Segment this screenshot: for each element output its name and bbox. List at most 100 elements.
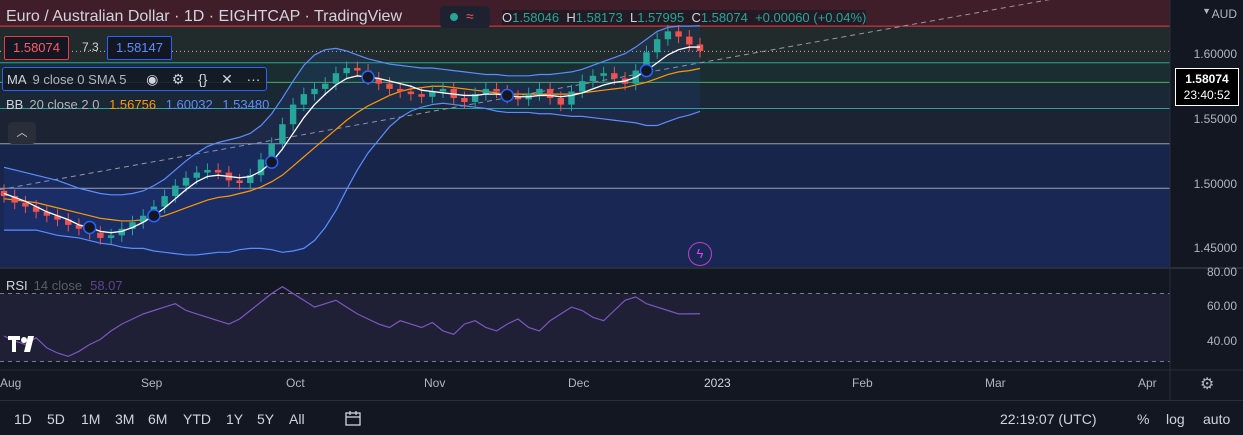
eye-icon[interactable]: ◉ [146,71,159,87]
candle-body [439,88,447,92]
candle-body [268,143,275,160]
bb-upper-value: 1.60032 [165,97,213,112]
candle-body [257,159,265,176]
candle-body [182,177,190,186]
candle-body [386,83,393,89]
candle-body [97,232,104,238]
candle-body [482,88,490,95]
candle-body [204,169,211,173]
percent-scale-button[interactable]: % [1137,411,1150,427]
candle-body [279,124,286,144]
candle-body [0,190,8,197]
braces-icon[interactable]: {} [198,71,208,87]
bb-basis-value: 1.56756 [109,97,157,112]
price-axis-label: 1.50000 [1193,177,1237,191]
calendar-range-icon[interactable] [344,409,362,430]
ma-name: MA [7,72,27,87]
candle-body [43,211,51,216]
currency-label[interactable]: AUD [1211,7,1237,21]
ma-cross-marker [639,63,654,78]
ohlc-legend: O1.58046 H1.58173 L1.57995 C1.58074 +0.0… [502,10,867,25]
candle-body [247,175,254,184]
chevron-up-icon: ︿ [16,127,28,139]
range-ytd-button[interactable]: YTD [183,411,211,427]
ohlc-open: 1.58046 [512,10,560,25]
time-axis-label: Oct [286,376,305,390]
range-1y-button[interactable]: 1Y [226,411,244,427]
more-icon[interactable]: ··· [246,71,261,87]
candle-body [139,215,147,223]
price-zone [0,143,1170,189]
time-axis-label: Feb [852,376,873,390]
candle-body [600,73,607,76]
ma-cross-marker [147,208,161,223]
candle-body [643,52,650,71]
candle-body [579,81,586,92]
range-5y-button[interactable]: 5Y [257,411,275,427]
candle-body [11,196,18,203]
lightning-icon[interactable]: ϟ [688,242,712,266]
log-scale-button[interactable]: log [1166,411,1185,427]
buy-button[interactable]: 1.58147 [107,36,172,60]
candle-body [161,196,168,207]
auto-scale-button[interactable]: auto [1203,411,1231,427]
rsi-indicator-legend[interactable]: RSI 14 close 58.07 [6,278,123,293]
time-axis-label: Mar [985,376,1006,390]
price-axis-label: 1.60000 [1193,47,1237,61]
current-price-value: 1.58074 [1185,72,1229,86]
range-6m-button[interactable]: 6M [148,411,168,427]
bb-indicator-legend[interactable]: BB 20 close 2 0 1.56756 1.60032 1.53480 [2,94,269,116]
candle-body [611,73,618,79]
ohlc-high: 1.58173 [575,10,623,25]
close-icon[interactable]: ✕ [221,71,233,87]
candle-body [322,83,329,89]
ohlc-close: 1.58074 [700,10,748,25]
bb-fill [4,25,700,255]
candle-body [193,172,200,178]
candle-body [675,31,682,37]
candle-body [664,31,672,40]
time-axis-label: Sep [141,376,163,390]
range-all-button[interactable]: All [289,411,305,427]
candle-body [653,39,661,53]
bb-name: BB [6,97,24,112]
time-axis-label: Aug [0,376,22,390]
chevron-down-icon[interactable]: ▼ [1202,6,1211,16]
rsi-params: 14 close [33,278,83,293]
bb-lower-line [4,102,701,256]
tradingview-logo-icon[interactable] [8,334,40,358]
market-open-dot-icon [450,13,458,21]
utc-clock[interactable]: 22:19:07 (UTC) [1000,411,1097,427]
candle-body [461,98,468,102]
chart-settings-gear-icon[interactable]: ⚙ [1200,376,1215,393]
time-axis-label: Apr [1138,376,1157,390]
range-5d-button[interactable]: 5D [47,411,65,427]
candle-body [54,215,61,220]
candle-body [332,73,340,84]
market-status-toggle[interactable]: ≈ [440,6,490,28]
candle-body [214,169,222,173]
candle-body [22,202,29,207]
sell-button[interactable]: 1.58074 [4,36,69,60]
bb-params: 20 close 2 0 [29,97,100,112]
range-1m-button[interactable]: 1M [81,411,101,427]
ma-line [3,46,700,234]
collapse-legend-button[interactable]: ︿ [8,122,36,144]
ma-indicator-legend[interactable]: MA 9 close 0 SMA 5 ◉ ⚙ {} ✕ ··· [2,67,268,91]
gear-icon[interactable]: ⚙ [171,71,185,87]
bottom-toolbar: 1D 5D 1M 3M 6M YTD 1Y 5Y All 22:19:07 (U… [0,400,1243,435]
candle-body [107,235,115,238]
bar-countdown: 23:40:52 [1183,88,1231,102]
range-1d-button[interactable]: 1D [14,411,32,427]
candle-body [311,88,318,95]
candle-body [396,88,404,92]
price-zone [0,26,1170,63]
candle-body [418,94,425,97]
chart-canvas[interactable] [0,0,1243,400]
candle-body [354,67,361,71]
current-price-label: 1.58074 23:40:52 [1175,68,1239,106]
wave-icon: ≈ [466,8,474,24]
candle-body [375,78,382,84]
range-3m-button[interactable]: 3M [115,411,135,427]
candle-body [557,98,565,105]
